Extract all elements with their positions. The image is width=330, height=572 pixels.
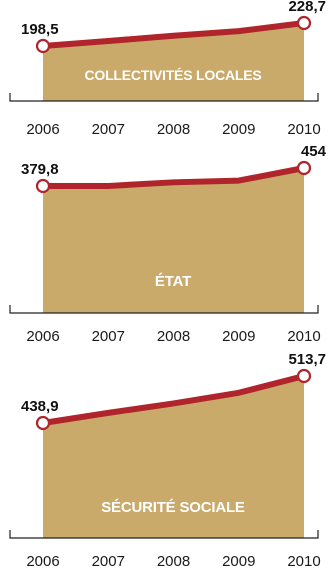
x-tick-label: 2006 <box>26 121 59 138</box>
x-tick-label: 2010 <box>287 121 320 138</box>
series-line <box>40 165 307 189</box>
data-point-marker <box>35 38 51 54</box>
x-tick-label: 2007 <box>92 328 125 345</box>
data-point-marker <box>296 368 312 384</box>
data-point-marker <box>296 15 312 31</box>
x-tick-label: 2009 <box>222 553 255 570</box>
chart-svg: 198,5 228,7 COLLECTIVITÉS LOCALES 2006 2007 2… <box>9 0 326 138</box>
x-tick-label: 2006 <box>26 553 59 570</box>
chart-svg: 438,9 513,7 SÉCURITÉ SOCIALE 2006 2007 2008 20… <box>9 351 326 570</box>
data-label: 379,8 <box>21 161 59 178</box>
x-tick-label: 2009 <box>222 328 255 345</box>
chart-securite-sociale: 438,9 513,7 SÉCURITÉ SOCIALE 2006 2007 2008 20… <box>0 351 330 570</box>
x-tick-label: 2009 <box>222 121 255 138</box>
x-axis <box>9 530 319 539</box>
series-line <box>40 373 307 426</box>
chart-etat: 379,8 454 ÉTAT 2006 2007 2008 2009 2010 <box>0 143 330 345</box>
data-label: 198,5 <box>21 21 59 38</box>
x-tick-label: 2007 <box>92 121 125 138</box>
chart-collectivites-locales: 198,5 228,7 COLLECTIVITÉS LOCALES 2006 2007 2… <box>0 0 330 142</box>
area-fill <box>43 376 304 538</box>
x-axis <box>9 93 319 102</box>
data-label: 228,7 <box>288 0 326 15</box>
x-tick-label: 2010 <box>287 553 320 570</box>
series-label: COLLECTIVITÉS LOCALES <box>84 67 261 83</box>
x-tick-label: 2010 <box>287 328 320 345</box>
series-label: SÉCURITÉ SOCIALE <box>101 499 245 516</box>
data-label: 454 <box>301 143 327 160</box>
x-tick-label: 2006 <box>26 328 59 345</box>
x-tick-label: 2008 <box>157 328 190 345</box>
series-label: ÉTAT <box>155 273 191 290</box>
x-tick-label: 2007 <box>92 553 125 570</box>
data-label: 513,7 <box>288 351 326 368</box>
x-axis <box>9 305 319 314</box>
area-fill <box>43 168 304 313</box>
data-point-marker <box>35 178 51 194</box>
x-tick-label: 2008 <box>157 553 190 570</box>
chart-svg: 379,8 454 ÉTAT 2006 2007 2008 2009 2010 <box>9 143 327 345</box>
data-label: 438,9 <box>21 398 59 415</box>
data-point-marker <box>296 160 312 176</box>
series-line <box>40 20 307 49</box>
data-point-marker <box>35 415 51 431</box>
x-tick-label: 2008 <box>157 121 190 138</box>
